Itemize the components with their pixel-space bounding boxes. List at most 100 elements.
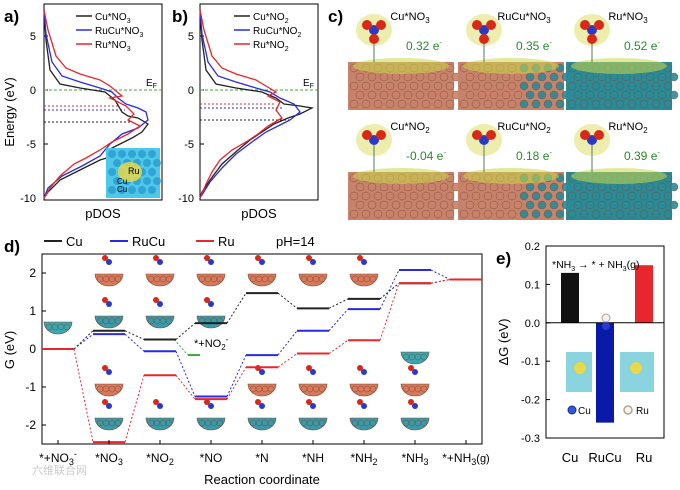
connector-ru <box>124 375 145 443</box>
adsorbate-icon <box>102 399 112 409</box>
legend-label-ru: Ru <box>218 234 235 249</box>
watermark: 六维联合网 <box>32 463 87 477</box>
catalyst-cluster-icon <box>94 383 124 397</box>
catalyst-cluster-icon <box>145 417 175 431</box>
adsorbate-icon <box>306 255 316 265</box>
xtick-label: *NH3 <box>401 451 428 467</box>
catalyst-cluster-icon <box>145 273 175 287</box>
connector-ru <box>226 366 247 400</box>
tile-label: Ru*NO3 <box>608 11 648 25</box>
tile-label: RuCu*NO2 <box>497 121 551 135</box>
charge-density-grid: Cu*NO3 0.32 e- RuCu*NO3 0.35 e- Ru*NO3 0.52 e… <box>348 4 679 220</box>
no2-release-connector <box>173 339 189 356</box>
connector-rucu <box>124 333 145 352</box>
nitrogen-atom-icon <box>587 135 597 145</box>
oxygen-atom-icon <box>479 34 489 44</box>
connector-cu <box>175 322 196 340</box>
xtick-label: *NO <box>200 451 223 465</box>
inset-label: Cu <box>117 177 127 186</box>
oxygen-atom-icon <box>486 130 496 140</box>
legend-label: Cu*NO3 <box>95 12 131 25</box>
pdos-b-xlabel: pDOS <box>241 206 277 221</box>
oxygen-atom-icon <box>486 20 496 30</box>
charge-transfer-value: 0.52 e- <box>624 38 660 53</box>
adsorbate-icon <box>102 297 112 307</box>
nitrogen-atom-icon <box>369 25 379 35</box>
panel-d-label: d) <box>4 237 20 256</box>
no2-release-annotation: *+NO2- <box>194 335 229 352</box>
catalyst-cluster-icon <box>400 417 430 431</box>
charge-transfer-value: 0.32 e- <box>406 38 442 53</box>
inset-label: Ru <box>128 166 140 176</box>
charge-tile: Ru*NO2 0.39 e- <box>566 114 679 220</box>
xtick-label: Ru <box>636 450 653 465</box>
catalyst-cluster-icon <box>196 417 226 431</box>
adsorbate-icon <box>204 297 214 307</box>
catalyst-cluster-icon <box>349 417 379 431</box>
ytick-label: -0.1 <box>521 356 540 368</box>
bar-chart-frame <box>545 245 665 439</box>
tile-label: Cu*NO2 <box>390 121 430 135</box>
ytick-label: -2 <box>25 418 36 432</box>
panel-c-label: c) <box>328 7 343 26</box>
ytick-label: 1 <box>29 304 36 318</box>
adsorbate-icon <box>306 365 316 375</box>
oxygen-atom-icon <box>594 20 604 30</box>
ytick-label: 2 <box>29 266 36 280</box>
pdos-b-ytick--5: -5 <box>184 139 194 151</box>
density-isosurface <box>571 58 667 74</box>
legend-ph-label: pH=14 <box>276 234 315 249</box>
panel-c: c) Cu*NO3 0.32 e- RuCu*NO3 0.35 e- Ru*NO3 0.5… <box>328 4 679 220</box>
pdos-a-fermi-label: EF <box>146 78 157 90</box>
pdos-b-fermi-label: EF <box>303 78 314 90</box>
oxygen-atom-icon <box>362 20 372 30</box>
bar-chart-bars <box>546 265 664 423</box>
charge-tile: Ru*NO3 0.52 e- <box>566 4 679 110</box>
reaction-equation: *NH3 → * + NH3(g) <box>552 259 639 273</box>
adsorbate-icon <box>255 399 265 409</box>
pdos-a-legend: Cu*NO3 RuCu*NO3 Ru*NO3 <box>76 12 143 53</box>
tile-label: Ru*NO2 <box>608 121 648 135</box>
legend-label-cu: Cu <box>66 234 83 249</box>
adsorbate-icon <box>102 365 112 375</box>
pdos-a-xlabel: pDOS <box>85 206 121 221</box>
adsorbate-icon <box>153 399 163 409</box>
catalyst-cluster-icon <box>94 273 124 287</box>
connector-cu <box>328 298 349 309</box>
connector-cu <box>73 330 94 350</box>
ytick-label: -1 <box>25 380 36 394</box>
bar-chart-xlabels: Cu RuCu Ru <box>562 450 653 465</box>
adsorbate-icon <box>153 255 163 265</box>
legend-label: RuCu*NO3 <box>95 26 143 39</box>
panel-a-label: a) <box>4 7 19 26</box>
catalyst-cluster-icon <box>349 383 379 397</box>
connector-ru <box>430 278 451 284</box>
density-isosurface <box>353 168 449 184</box>
cu-atom-icon <box>567 405 577 415</box>
density-lobe <box>630 362 642 374</box>
nitrogen-atom-icon <box>587 25 597 35</box>
adsorbate-icon <box>204 399 214 409</box>
connector-rucu <box>328 308 349 332</box>
pdos-a-inset-density <box>118 162 142 182</box>
pdos-a-frame <box>43 3 163 201</box>
catalyst-cluster-icon <box>400 351 430 365</box>
catalyst-cluster-icon <box>349 273 379 287</box>
ytick-label: -0.3 <box>521 433 540 445</box>
catalyst-cluster-icon <box>298 383 328 397</box>
catalyst-cluster-icon <box>43 321 73 335</box>
catalyst-cluster-icon <box>298 273 328 287</box>
connector-ru <box>175 374 196 400</box>
xtick-label: *NH <box>302 451 324 465</box>
pdos-a-curve-ru <box>43 9 142 199</box>
charge-tile: RuCu*NO3 0.35 e- <box>458 4 571 110</box>
bar-ru <box>635 265 653 323</box>
oxygen-atom-icon <box>472 20 482 30</box>
density-isosurface <box>463 168 559 184</box>
legend-label: RuCu*NO2 <box>253 26 301 39</box>
oxygen-atom-icon <box>376 20 386 30</box>
pdos-b-curve-rucu <box>199 9 301 199</box>
nitrogen-atom-icon <box>479 25 489 35</box>
connector-cu <box>277 292 298 309</box>
oxygen-atom-icon <box>587 34 597 44</box>
